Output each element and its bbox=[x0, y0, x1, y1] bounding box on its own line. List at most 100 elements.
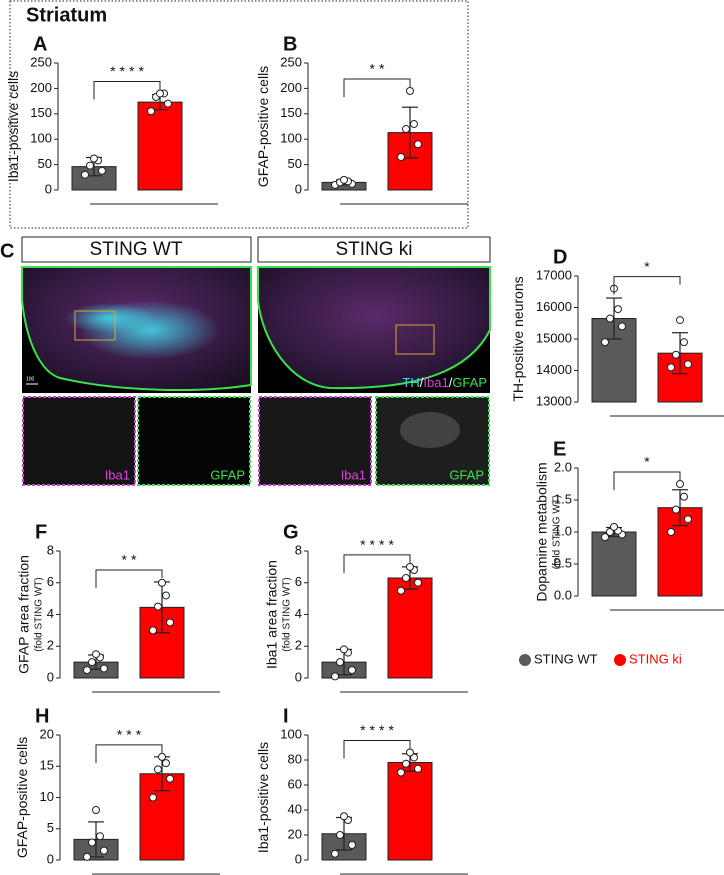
data-point bbox=[336, 658, 344, 667]
data-point bbox=[397, 586, 405, 595]
data-point bbox=[96, 832, 104, 841]
y-axis-label: Iba1 area fraction bbox=[263, 560, 279, 669]
legend-swatch bbox=[614, 654, 626, 666]
y-axis-sublabel: (fold STING WT) bbox=[551, 495, 562, 569]
data-point bbox=[606, 528, 614, 536]
significance-stars: **** bbox=[360, 537, 398, 553]
striatum-title: Striatum bbox=[26, 4, 107, 26]
y-tick-label: 1.0 bbox=[554, 523, 572, 538]
y-tick-label: 50 bbox=[38, 156, 52, 171]
significance-stars: *** bbox=[117, 727, 145, 743]
data-point bbox=[340, 645, 348, 654]
y-axis-label: TH-positive neurons bbox=[510, 276, 526, 401]
micrograph-wt: 100 bbox=[21, 266, 252, 393]
significance-bracket bbox=[343, 78, 411, 97]
significance-stars: ** bbox=[370, 61, 389, 77]
data-point bbox=[406, 562, 414, 571]
data-point bbox=[610, 522, 618, 531]
data-point bbox=[667, 528, 675, 536]
data-point bbox=[92, 650, 100, 659]
panel-letter: F bbox=[35, 521, 47, 543]
overlay-sep: / bbox=[420, 375, 424, 390]
y-axis-label: GFAP area fraction bbox=[15, 555, 31, 674]
significance-stars: ** bbox=[122, 552, 141, 568]
y-tick-label: 60 bbox=[288, 776, 302, 791]
data-point bbox=[158, 752, 166, 761]
y-tick-label: 40 bbox=[288, 801, 302, 816]
y-tick-label: 15 bbox=[40, 758, 54, 773]
data-point bbox=[147, 107, 155, 116]
y-tick-label: 4 bbox=[47, 606, 54, 621]
data-point bbox=[149, 793, 157, 802]
y-tick-label: 2 bbox=[47, 638, 54, 653]
significance-stars: **** bbox=[360, 722, 398, 738]
significance-bracket bbox=[613, 471, 681, 490]
data-point bbox=[397, 152, 405, 161]
significance-bracket bbox=[343, 740, 411, 759]
y-tick-label: 14000 bbox=[536, 362, 572, 377]
significance-bracket bbox=[613, 276, 681, 295]
y-tick-label: 0.5 bbox=[554, 555, 572, 570]
y-tick-label: 20 bbox=[40, 726, 54, 741]
data-point bbox=[414, 764, 422, 773]
data-point bbox=[83, 852, 91, 861]
y-axis-label: Iba1-positive cells bbox=[5, 71, 21, 182]
data-point bbox=[88, 658, 96, 667]
y-tick-label: 250 bbox=[280, 54, 302, 69]
data-point bbox=[83, 666, 91, 675]
data-point bbox=[606, 314, 614, 323]
micrograph-ki bbox=[257, 266, 491, 393]
panel-letter: I bbox=[283, 705, 289, 727]
y-tick-label: 6 bbox=[295, 574, 302, 589]
y-tick-label: 6 bbox=[47, 574, 54, 589]
y-tick-label: 0.0 bbox=[554, 587, 572, 602]
bar bbox=[387, 577, 433, 679]
title-box bbox=[257, 236, 491, 263]
data-point bbox=[410, 119, 418, 128]
legend-label: STING ki bbox=[629, 651, 682, 666]
scale-bar-label: 100 bbox=[26, 376, 35, 382]
data-point bbox=[348, 666, 356, 675]
data-point bbox=[601, 338, 609, 347]
panel-letter: D bbox=[553, 246, 567, 268]
data-point bbox=[331, 672, 339, 681]
data-point bbox=[100, 664, 108, 673]
data-point bbox=[601, 533, 609, 542]
inset-label: GFAP bbox=[449, 467, 484, 482]
y-tick-label: 5 bbox=[47, 820, 54, 835]
data-point bbox=[680, 492, 688, 501]
y-tick-label: 100 bbox=[280, 726, 302, 741]
y-tick-label: 16000 bbox=[536, 299, 572, 314]
y-axis-label: GFAP-positive cells bbox=[255, 66, 271, 187]
data-point bbox=[402, 759, 410, 768]
data-point bbox=[406, 86, 414, 95]
y-tick-label: 17000 bbox=[536, 267, 572, 282]
y-tick-label: 50 bbox=[288, 156, 302, 171]
y-tick-label: 8 bbox=[47, 542, 54, 557]
data-point bbox=[336, 831, 344, 839]
insets bbox=[22, 396, 490, 486]
data-point bbox=[156, 89, 164, 98]
data-point bbox=[90, 154, 98, 163]
data-point bbox=[81, 170, 89, 179]
panel-letter: E bbox=[553, 438, 566, 460]
data-point bbox=[86, 161, 94, 170]
overlay-iba1: Iba1 bbox=[423, 375, 448, 390]
bar bbox=[591, 531, 637, 597]
significance-bracket bbox=[95, 744, 163, 763]
y-tick-label: 2 bbox=[295, 638, 302, 653]
y-tick-label: 0 bbox=[295, 669, 302, 684]
data-point bbox=[614, 305, 622, 314]
data-point bbox=[331, 849, 339, 858]
data-point bbox=[154, 765, 162, 774]
y-tick-label: 200 bbox=[30, 80, 52, 95]
bar bbox=[387, 762, 433, 861]
overlay-th: TH bbox=[402, 375, 419, 390]
y-tick-label: 150 bbox=[30, 105, 52, 120]
data-point bbox=[672, 350, 680, 359]
data-point bbox=[164, 99, 172, 108]
data-point bbox=[397, 768, 405, 777]
y-axis-label: GFAP-positive cells bbox=[14, 737, 30, 858]
data-point bbox=[676, 480, 684, 488]
